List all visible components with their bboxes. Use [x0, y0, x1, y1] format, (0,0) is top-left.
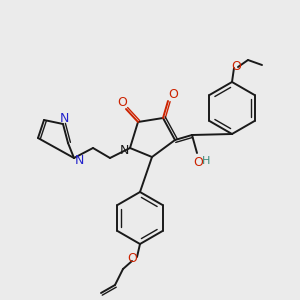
Text: N: N	[74, 154, 84, 167]
Text: O: O	[231, 61, 241, 74]
Text: O: O	[117, 97, 127, 110]
Text: O: O	[127, 253, 137, 266]
Text: O: O	[193, 155, 203, 169]
Text: H: H	[202, 156, 210, 166]
Text: N: N	[59, 112, 69, 124]
Text: N: N	[119, 145, 129, 158]
Text: O: O	[168, 88, 178, 101]
